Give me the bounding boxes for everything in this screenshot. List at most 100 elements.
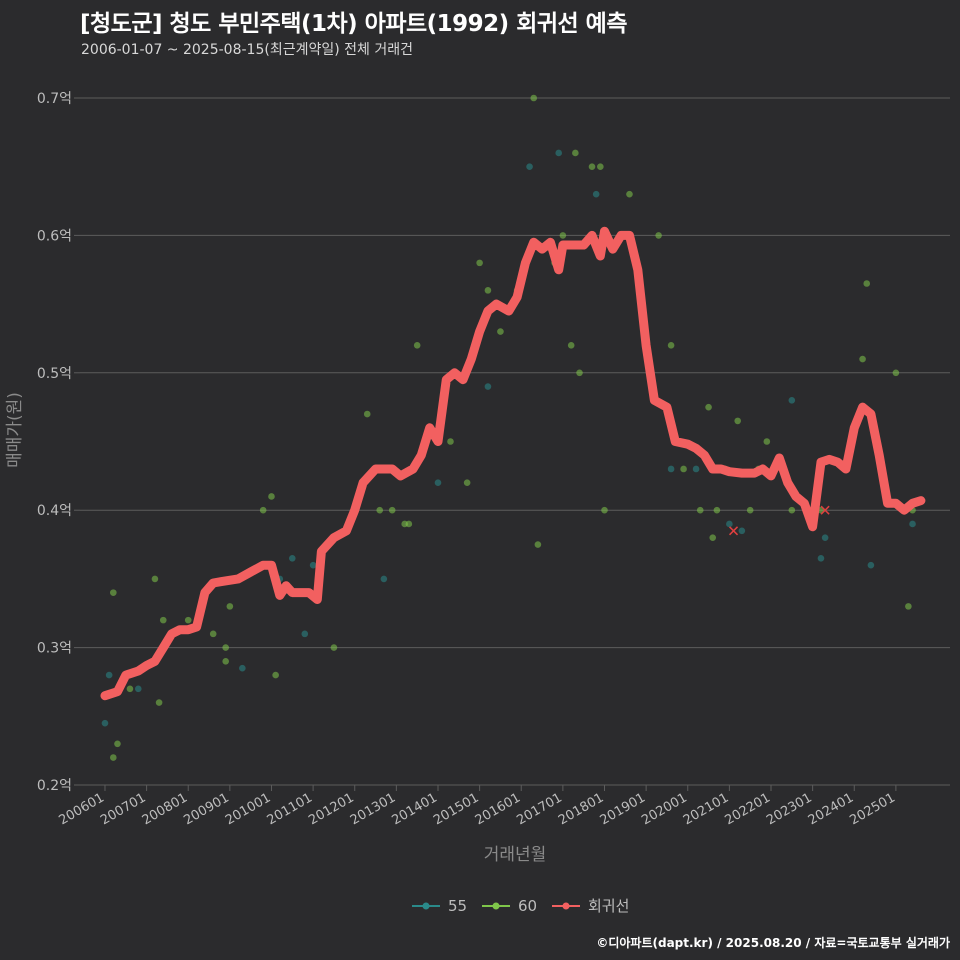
- scatter-point-60: [892, 369, 900, 377]
- scatter-point-60: [497, 328, 504, 335]
- scatter-point-60: [597, 163, 604, 170]
- scatter-point-55: [821, 534, 829, 541]
- y-axis-ticks: 0.2억 0.3억 0.4억 0.5억 0.6억 0.7억: [37, 91, 72, 794]
- scatter-point-60: [259, 506, 267, 514]
- scatter-point-55: [101, 719, 109, 727]
- legend-swatch-dot: [422, 902, 430, 910]
- chart-subtitle: 2006-01-07 ~ 2025-08-15(최근계약일) 전체 거래건: [81, 42, 413, 58]
- scatter-point-55: [309, 561, 317, 569]
- legend: 55 60 회귀선: [412, 897, 629, 915]
- scatter-point-60: [905, 603, 912, 610]
- scatter-point-60: [447, 438, 454, 445]
- scatter-point-60: [268, 493, 275, 500]
- scatter-point-60: [788, 506, 796, 514]
- scatter-point-60: [588, 163, 596, 170]
- source-caption: ©디아파트(dapt.kr) / 2025.08.20 / 자료=국토교통부 실…: [596, 936, 950, 950]
- scatter-point-55: [692, 465, 700, 473]
- x-tick-label: 200901: [181, 790, 231, 828]
- scatter-point-55: [738, 527, 746, 535]
- scatter-point-55: [380, 575, 388, 583]
- scatter-point-60: [159, 616, 167, 624]
- scatter-point-55: [817, 554, 825, 562]
- scatter-point-60: [184, 616, 192, 624]
- scatter-point-60: [863, 280, 871, 287]
- scatter-point-60: [534, 541, 542, 548]
- x-tick-label: 200601: [56, 790, 106, 828]
- regression-line: [100, 226, 926, 701]
- scatter-point-55: [667, 465, 675, 473]
- scatter-point-55: [909, 520, 916, 528]
- x-tick-label: 202201: [723, 790, 773, 828]
- x-tick-label: 201301: [348, 790, 398, 828]
- x-tick-label: 202401: [806, 790, 856, 828]
- x-tick-label: 202101: [681, 790, 731, 828]
- scatter-point-60: [705, 403, 712, 411]
- x-tick-label: 200801: [140, 790, 190, 828]
- scatter-point-60: [680, 465, 687, 473]
- scatter-point-60: [110, 589, 117, 596]
- scatter-point-60: [567, 342, 575, 349]
- scatter-point-55: [434, 479, 442, 487]
- y-tick-label: 0.2억: [37, 778, 72, 794]
- x-tick-label: 201101: [265, 790, 315, 828]
- scatter-point-60: [330, 644, 338, 651]
- scatter-point-60: [626, 190, 633, 198]
- scatter-point-60: [746, 506, 754, 514]
- x-tick-label: 201701: [514, 790, 564, 828]
- scatter-point-55: [726, 520, 733, 528]
- scatter-point-60: [484, 287, 492, 294]
- scatter-point-60: [222, 644, 229, 651]
- scatter-point-60: [476, 259, 483, 267]
- scatter-point-60: [859, 355, 866, 363]
- scatter-point-55: [526, 163, 533, 170]
- x-marker-stroke: [820, 505, 830, 515]
- scatter-point-60: [209, 630, 217, 638]
- x-marker: [820, 505, 830, 515]
- scatter-point-60: [530, 94, 538, 102]
- legend-label: 회귀선: [588, 897, 629, 915]
- scatter-point-60: [226, 603, 234, 610]
- x-tick-label: 201201: [306, 790, 356, 828]
- x-tick-label: 201801: [556, 790, 606, 828]
- x-axis-label: 거래년월: [484, 845, 547, 865]
- x-tick-label: 201001: [223, 790, 273, 828]
- scatter-point-60: [151, 575, 159, 583]
- scatter-point-60: [696, 506, 704, 514]
- scatter-point-60: [272, 671, 279, 679]
- scatter-point-60: [601, 506, 608, 514]
- scatter-point-55: [788, 396, 796, 404]
- y-tick-label: 0.5억: [37, 366, 72, 382]
- scatter-point-60: [463, 479, 471, 487]
- scatter-point-55: [484, 383, 492, 390]
- x-axis-ticks: 2006012007012008012009012010012011012012…: [56, 790, 897, 828]
- x-tick-label: 201501: [431, 790, 481, 828]
- scatter-point-60: [734, 417, 742, 425]
- scatter-point-60: [222, 658, 229, 665]
- scatter-point-60: [155, 699, 163, 706]
- scatter-points: [101, 94, 916, 761]
- x-tick-label: 201901: [598, 790, 648, 828]
- scatter-point-60: [413, 342, 421, 349]
- scatter-point-60: [376, 506, 384, 514]
- scatter-point-60: [363, 410, 371, 418]
- scatter-point-60: [655, 232, 662, 239]
- scatter-point-55: [105, 671, 113, 679]
- scatter-point-55: [239, 664, 246, 672]
- legend-swatch-dot: [492, 902, 500, 910]
- x-marker: [729, 526, 739, 536]
- scatter-point-60: [388, 506, 396, 514]
- scatter-point-60: [709, 534, 717, 541]
- y-axis-label: 매매가(원): [5, 392, 25, 468]
- legend-label: 55: [448, 897, 467, 915]
- scatter-point-60: [763, 438, 771, 445]
- scatter-point-60: [114, 740, 121, 748]
- scatter-point-60: [110, 754, 117, 761]
- scatter-point-55: [867, 561, 875, 569]
- regression-line-layer: [100, 226, 926, 701]
- scatter-point-60: [667, 342, 675, 349]
- scatter-point-60: [713, 506, 721, 514]
- x-tick-label: 201601: [473, 790, 523, 828]
- scatter-point-55: [301, 630, 309, 638]
- scatter-point-60: [559, 232, 567, 239]
